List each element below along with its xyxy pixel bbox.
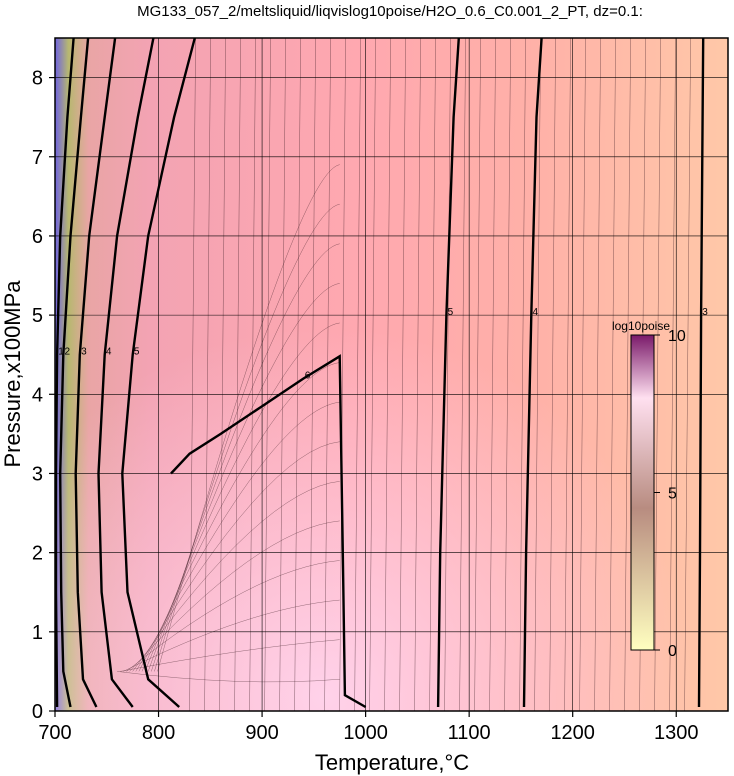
thin-contour-line (654, 38, 661, 711)
y-tick-label: 3 (32, 463, 43, 485)
contour-line-2 (58, 38, 90, 708)
x-axis-ticks: 700 800 900 1000 1100 1200 1300 (38, 711, 698, 744)
colorbar-ticks: 0 5 10 (654, 328, 686, 660)
thin-contour-line (534, 38, 541, 711)
contour-line-6 (170, 354, 367, 709)
thin-contour-line (564, 38, 571, 711)
contour-line-4 (97, 38, 155, 708)
contour-label: 3 (81, 347, 87, 358)
thin-contour-line (384, 38, 391, 711)
thin-contour-line (279, 38, 286, 711)
thin-contour-line (132, 481, 340, 672)
y-tick-label: 1 (32, 622, 43, 644)
thin-contour-line (294, 38, 301, 711)
thin-contour-line (609, 38, 616, 711)
contour-label: 3 (702, 307, 708, 318)
x-tick-label: 1200 (550, 722, 595, 744)
thin-contour-line (669, 38, 676, 711)
grid-lines (55, 38, 728, 711)
contour-label: 5 (134, 347, 140, 358)
contour-line-5 (121, 38, 196, 708)
thin-contour-line (429, 38, 436, 711)
thin-contour-line (157, 164, 340, 672)
thin-contour-line (126, 560, 340, 672)
thin-contour-lines (117, 38, 691, 711)
colorbar-tick-label: 0 (668, 643, 677, 660)
contour-line-3 (697, 38, 705, 708)
thin-contour-line (399, 38, 406, 711)
thin-contour-line (129, 520, 340, 672)
thin-contour-line (579, 38, 586, 711)
contour-label: 6 (305, 370, 311, 381)
y-tick-label: 8 (32, 68, 43, 90)
thin-contour-line (249, 38, 256, 711)
thin-contour-line (549, 38, 556, 711)
thin-contour-line (123, 599, 340, 672)
thin-contour-line (459, 38, 466, 711)
colorbar-tick-label: 10 (668, 328, 686, 345)
x-tick-label: 1100 (448, 722, 491, 744)
thin-contour-line (204, 38, 211, 711)
thin-contour-line (354, 38, 361, 711)
contour-label: 4 (106, 347, 112, 358)
y-tick-label: 2 (32, 543, 43, 565)
y-tick-label: 4 (32, 384, 43, 406)
contour-line-4 (522, 38, 543, 708)
contour-label: 5 (448, 307, 454, 318)
thin-contour-line (594, 38, 601, 711)
colorbar-title: log10poise (612, 319, 670, 333)
thin-contour-line (135, 441, 340, 672)
colorbar-tick-label: 5 (668, 486, 677, 503)
thin-contour-line (219, 38, 226, 711)
thin-contour-line (684, 38, 691, 711)
thin-contour-line (234, 38, 241, 711)
x-tick-label: 800 (142, 722, 175, 744)
colorbar: log10poise 0 5 10 (612, 319, 686, 660)
thin-contour-line (519, 38, 526, 711)
thin-contour-line (414, 38, 421, 711)
thin-contour-line (154, 203, 340, 672)
thin-contour-line (264, 38, 271, 711)
thin-contour-line (444, 38, 451, 711)
thin-contour-line (309, 38, 316, 711)
x-tick-label: 700 (38, 722, 71, 744)
contour-label: 2 (65, 347, 71, 358)
x-tick-label: 900 (245, 722, 278, 744)
x-tick-label: 1300 (654, 722, 699, 744)
y-tick-label: 5 (32, 305, 43, 327)
thin-contour-line (504, 38, 511, 711)
thin-contour-line (474, 38, 481, 711)
y-axis-title: Pressure,x100MPa (0, 280, 25, 468)
chart-title: MG133_057_2/meltsliquid/liqvislog10poise… (137, 3, 643, 20)
colorbar-gradient (630, 334, 655, 651)
contour-line-5 (436, 38, 460, 708)
thin-contour-line (489, 38, 496, 711)
y-axis-ticks: 0 1 2 3 4 5 6 7 8 (32, 68, 55, 723)
thin-contour-line (339, 38, 346, 711)
thin-contour-line (369, 38, 376, 711)
y-tick-label: 6 (32, 226, 43, 248)
y-tick-label: 0 (32, 701, 43, 723)
thin-contour-line (324, 38, 331, 711)
contour-line-3 (74, 38, 117, 708)
contour-label: 1 (58, 347, 64, 358)
x-axis-title: Temperature,°C (315, 750, 469, 775)
thin-contour-line (624, 38, 631, 711)
thin-contour-line (189, 38, 196, 711)
plot-highlight (55, 38, 728, 711)
contour-line-1 (55, 38, 75, 708)
y-tick-label: 7 (32, 147, 43, 169)
contour-label: 4 (532, 307, 538, 318)
x-tick-label: 1000 (343, 722, 388, 744)
plot-frame (54, 37, 729, 712)
